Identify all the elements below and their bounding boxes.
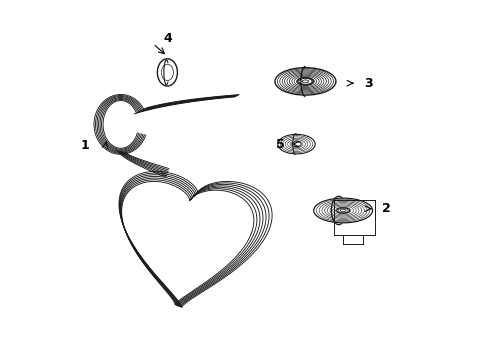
- Text: 3: 3: [363, 77, 372, 90]
- Text: 5: 5: [275, 138, 284, 150]
- Text: 2: 2: [381, 202, 390, 215]
- Text: 1: 1: [81, 139, 89, 152]
- Text: 4: 4: [163, 32, 171, 45]
